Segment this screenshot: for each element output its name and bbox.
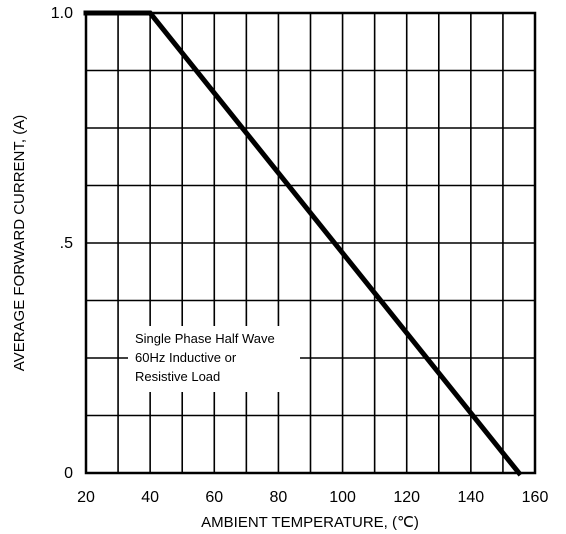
x-tick-label: 100: [329, 489, 356, 506]
plot-frame: [84, 11, 537, 475]
x-axis-label: AMBIENT TEMPERATURE, (℃): [201, 514, 419, 531]
y-tick-labels: 0 .5 1.0: [51, 5, 73, 482]
x-tick-label: 120: [393, 489, 420, 506]
series-layer: [83, 10, 523, 477]
x-tick-labels: 20 40 60 80 100 120 140 160: [77, 489, 548, 506]
x-tick-label: 160: [522, 489, 549, 506]
x-tick-label: 140: [458, 489, 485, 506]
y-tick-label: 0: [64, 465, 73, 482]
series-line-0: [83, 10, 523, 477]
y-tick-label: 1.0: [51, 5, 73, 22]
annotation-line-1: Single Phase Half Wave: [135, 331, 275, 346]
x-tick-label: 40: [141, 489, 159, 506]
x-tick-label: 20: [77, 489, 95, 506]
x-tick-label: 80: [270, 489, 288, 506]
y-axis-label: AVERAGE FORWARD CURRENT, (A): [11, 115, 28, 371]
annotation-line-3: Resistive Load: [135, 369, 220, 384]
y-tick-label: .5: [60, 235, 73, 252]
x-tick-label: 60: [205, 489, 223, 506]
grid-lines: [86, 13, 535, 473]
annotation-box: [128, 326, 300, 392]
annotation-line-2: 60Hz Inductive or: [135, 350, 237, 365]
